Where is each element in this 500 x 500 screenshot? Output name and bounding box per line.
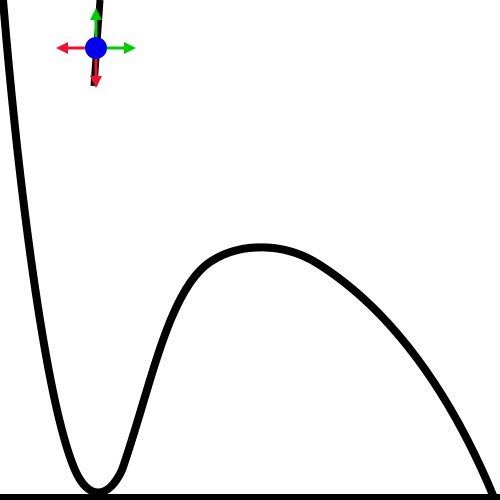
arrow-down-icon[interactable] [90,56,102,88]
arrow-up-icon[interactable] [90,8,102,40]
arrow-left-icon[interactable] [56,42,88,54]
arrow-right-icon[interactable] [104,42,136,54]
move-handle[interactable] [85,37,107,59]
move-gizmo[interactable] [56,8,136,88]
